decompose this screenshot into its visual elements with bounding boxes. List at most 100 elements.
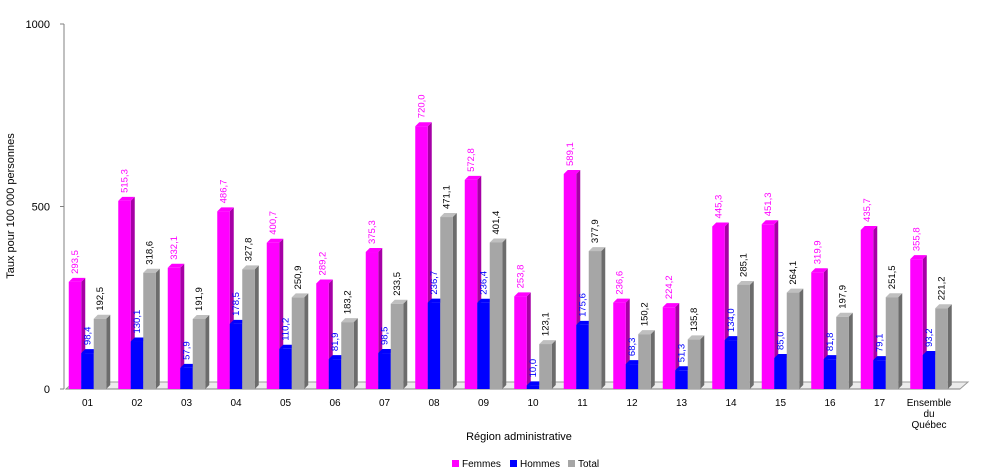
bar-side [452, 213, 457, 389]
legend-swatch-hommes [510, 460, 517, 467]
bar-front [489, 242, 503, 389]
bar-front [625, 364, 639, 389]
data-label-hommes: 130,1 [132, 310, 143, 334]
bar-side [749, 280, 754, 389]
y-tick-label: 1000 [26, 19, 50, 31]
bars [68, 122, 952, 389]
data-label-total: 377,9 [590, 219, 601, 243]
data-label-femmes: 236,6 [615, 271, 626, 295]
data-labels: 293,5 98,4 192,5 515,3 130,1 318,6 332,1 57,9 19… [70, 94, 948, 377]
bar-front [910, 259, 923, 389]
bar-side [700, 335, 705, 389]
bar-front [477, 302, 490, 389]
bar-front [279, 348, 292, 389]
bar-front [229, 323, 243, 389]
bar-top [761, 220, 779, 225]
data-label-femmes: 400,7 [268, 211, 279, 235]
bar-side [848, 312, 853, 389]
data-label-femmes: 253,8 [516, 265, 527, 289]
bar-top [588, 247, 606, 252]
bar-front [328, 359, 342, 389]
bar-top [118, 196, 135, 201]
bar-side [403, 299, 408, 389]
bar-side [106, 314, 111, 389]
bar-front [130, 341, 144, 389]
bar-front [291, 297, 305, 389]
bar-top [180, 363, 197, 368]
bar-front [242, 269, 255, 389]
legend-label-femmes: Femmes [462, 459, 501, 470]
bar-front [774, 357, 787, 389]
bar-front [378, 353, 391, 389]
bar-front [860, 229, 874, 389]
data-label-hommes: 98,5 [380, 327, 391, 346]
bar-top [415, 122, 432, 127]
bar-front [737, 284, 750, 389]
bar-femmes-15 [761, 220, 779, 389]
bar-femmes-3 [167, 263, 185, 389]
data-label-hommes: 79,1 [875, 334, 886, 353]
bar-side [304, 293, 309, 389]
bar-top [81, 349, 98, 354]
legend-label-total: Total [578, 459, 599, 470]
bar-top [464, 175, 482, 180]
bar-top [836, 312, 853, 317]
data-label-total: 318,6 [145, 241, 156, 265]
data-label-femmes: 375,3 [367, 220, 378, 244]
y-axis-title: Taux pour 100 000 personnes [5, 133, 17, 279]
bar-total-5 [291, 293, 309, 389]
bar-total-14 [737, 280, 754, 389]
bar-front [167, 267, 181, 389]
bar-front [724, 340, 738, 389]
x-tick-label: 04 [230, 398, 242, 409]
data-label-total: 197,9 [838, 285, 849, 309]
x-tick-label: 16 [824, 398, 836, 409]
bar-front [526, 385, 540, 389]
data-label-hommes: 236,4 [479, 271, 490, 295]
data-label-femmes: 355,8 [912, 227, 923, 251]
bar-top [823, 355, 841, 360]
data-label-femmes: 293,5 [70, 250, 81, 274]
bar-side [180, 263, 185, 389]
bar-front [266, 242, 280, 389]
data-label-total: 233,5 [392, 272, 403, 296]
bar-side [873, 225, 878, 389]
bar-front [81, 353, 94, 389]
bar-top [613, 298, 630, 303]
bar-side [947, 304, 952, 389]
bar-total-1 [93, 314, 111, 389]
bar-total-11 [588, 247, 606, 389]
x-tick-label: 05 [280, 398, 292, 409]
y-tick-label: 500 [32, 202, 50, 214]
bar-side [353, 318, 358, 389]
x-tick-label: 02 [131, 398, 143, 409]
bar-top [489, 238, 507, 243]
bar-front [588, 251, 602, 389]
data-label-femmes: 486,7 [219, 180, 230, 204]
data-label-hommes: 85,0 [776, 331, 787, 350]
data-label-total: 191,9 [194, 287, 205, 311]
data-label-hommes: 178,5 [231, 292, 242, 316]
bar-top [675, 366, 692, 371]
bar-side [799, 288, 804, 389]
bar-front [341, 322, 354, 389]
legend-swatch-total [568, 460, 575, 467]
bar-front [316, 283, 329, 389]
bar-total-6 [341, 318, 358, 389]
bar-top [68, 277, 86, 282]
data-label-hommes: 236,7 [429, 271, 440, 295]
bar-total-18 [935, 304, 952, 389]
bar-side [526, 292, 531, 389]
bar-top [167, 263, 185, 268]
x-tick-label: Ensemble du Québec [907, 398, 952, 431]
bar-front [811, 272, 824, 389]
bar-top [378, 349, 395, 354]
bar-total-7 [390, 299, 408, 389]
bar-front [935, 308, 948, 389]
bar-top [860, 225, 878, 230]
bar-side [774, 220, 779, 389]
bar-front [675, 370, 688, 389]
data-label-hommes: 93,2 [924, 328, 935, 347]
x-tick-label: 01 [82, 398, 94, 409]
bar-side [551, 340, 556, 389]
